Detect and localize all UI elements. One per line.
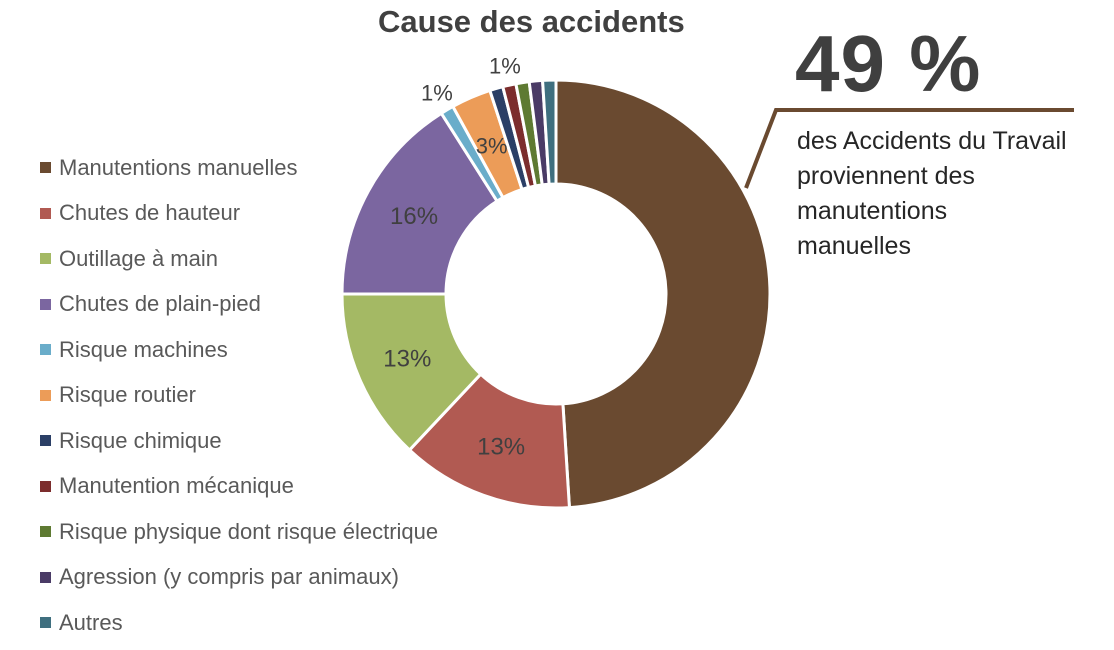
legend-item: Outillage à main [40,236,438,282]
legend-label: Manutention mécanique [59,473,294,499]
data-label: 13% [383,345,431,372]
legend-item: Chutes de plain-pied [40,282,438,328]
legend-label: Risque machines [59,336,228,362]
big-stat-value: 49 % [795,19,982,108]
chart-title: Cause des accidents [378,4,685,39]
donut-slice [340,111,500,296]
legend-item: Risque machines [40,327,438,373]
legend-swatch [40,389,51,401]
legend-swatch [40,253,51,265]
legend-swatch [40,571,51,583]
legend-label: Outillage à main [59,245,218,271]
legend-label: Autres [59,609,123,635]
legend-label: Agression (y compris par animaux) [59,564,399,590]
chart-legend: Manutentions manuelles Chutes de hauteur O… [40,145,438,646]
legend-item: Manutention mécanique [40,464,438,510]
legend-swatch [40,480,51,492]
data-label: 13% [477,433,525,460]
legend-swatch [40,435,51,447]
callout-text: des Accidents du Travail proviennent des… [797,127,1067,260]
legend-label: Risque chimique [59,427,222,453]
donut-slice [540,78,558,186]
legend-label: Manutentions manuelles [59,154,298,180]
legend-item: Manutentions manuelles [40,145,438,191]
legend-swatch [40,526,51,538]
legend-item: Agression (y compris par animaux) [40,555,438,601]
legend-item: Chutes de hauteur [40,191,438,237]
legend-item: Risque physique dont risque électrique [40,509,438,555]
legend-swatch [40,617,51,629]
data-label: 3% [476,133,508,158]
data-label: 1% [421,81,453,106]
legend-swatch [40,344,51,356]
legend-swatch [40,162,51,174]
legend-item: Autres [40,600,438,646]
callout-leader-line [744,108,1074,189]
legend-label: Chutes de plain-pied [59,291,261,317]
data-label: 1% [489,54,521,79]
legend-label: Risque physique dont risque électrique [59,518,439,544]
legend-label: Risque routier [59,382,196,408]
data-label: 16% [390,203,438,230]
legend-item: Risque routier [40,373,438,419]
legend-swatch [40,207,51,219]
donut-slice [554,78,772,510]
legend-label: Chutes de hauteur [59,200,241,226]
legend-item: Risque chimique [40,418,438,464]
legend-swatch [40,298,51,310]
